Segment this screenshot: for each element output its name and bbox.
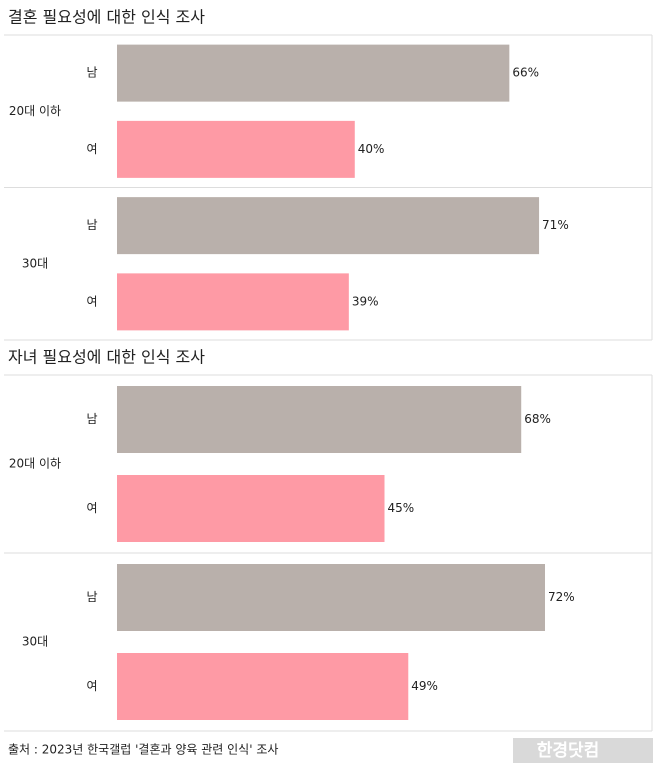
value-label: 68% (524, 412, 551, 426)
logo: 한경닷컴 (537, 740, 600, 761)
category-label: 남 (86, 66, 97, 80)
value-label: 72% (548, 590, 575, 604)
category-label: 여 (86, 501, 97, 515)
value-label: 71% (542, 218, 569, 232)
bar (117, 386, 522, 453)
category-label: 여 (86, 679, 97, 693)
category-label: 남 (86, 218, 97, 232)
group-label: 20대 이하 (9, 104, 61, 118)
bar (117, 120, 355, 178)
category-label: 남 (86, 412, 97, 426)
value-label: 40% (358, 142, 385, 156)
chart-title: 결혼 필요성에 대한 인식 조사 (8, 8, 205, 27)
bar (117, 197, 540, 255)
source: 출처 : 2023년 한국갤럽 '결혼과 양육 관련 인식' 조사 (8, 743, 278, 757)
value-label: 39% (352, 294, 379, 308)
value-label: 45% (388, 501, 415, 515)
category-label: 여 (86, 294, 97, 308)
bar (117, 653, 409, 720)
chart-title: 자녀 필요성에 대한 인식 조사 (8, 348, 205, 367)
value-label: 49% (411, 679, 438, 693)
group-label: 20대 이하 (9, 457, 61, 471)
group-label: 30대 (22, 635, 48, 649)
category-label: 남 (86, 590, 97, 604)
value-label: 66% (512, 66, 539, 80)
bar (117, 475, 385, 542)
bar (117, 273, 349, 331)
bar (117, 564, 545, 631)
category-label: 여 (86, 142, 97, 156)
logo-box (513, 738, 653, 763)
bar (117, 44, 510, 102)
group-label: 30대 (22, 256, 48, 270)
